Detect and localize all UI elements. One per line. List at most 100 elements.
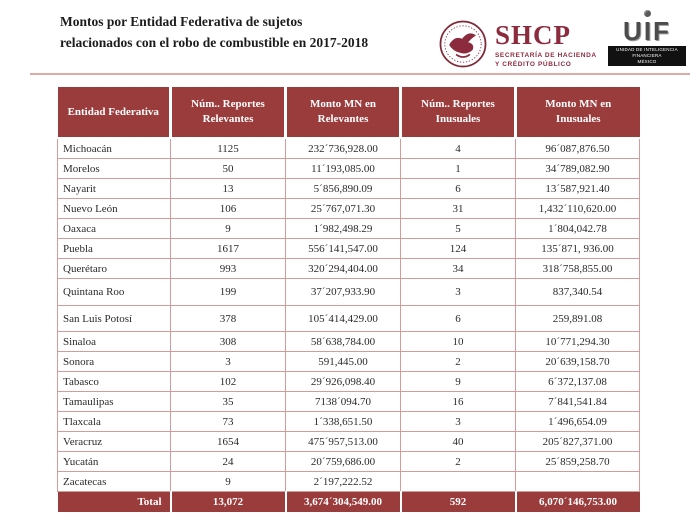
entity-cell: Nayarit: [57, 178, 171, 199]
total-value-cell: 13,072: [170, 491, 287, 512]
value-cell: 37´207,933.90: [285, 278, 401, 306]
table-row: Nayarit 13 5´856,890.09 6 13´587,921.40: [57, 178, 640, 199]
uif-figure-head-icon: [644, 10, 651, 17]
value-cell: 205´827,371.00: [515, 431, 640, 452]
value-cell: 10´771,294.30: [515, 331, 640, 352]
value-cell: 199: [170, 278, 286, 306]
table-row: Tlaxcala 73 1´338,651.50 3 1´496,654.09: [57, 411, 640, 432]
table-header: Entidad Federativa Núm.. Reportes Relevan…: [57, 87, 640, 139]
value-cell: 58´638,784.00: [285, 331, 401, 352]
column-header: Entidad Federativa: [57, 87, 172, 139]
table-row: Querétaro 993 320´294,404.00 34 318´758,855.…: [57, 258, 640, 279]
value-cell: 378: [170, 305, 286, 332]
column-header: Núm.. Reportes Relevantes: [170, 87, 287, 139]
value-cell: 3: [400, 411, 516, 432]
entity-cell: Veracruz: [57, 431, 171, 452]
value-cell: 993: [170, 258, 286, 279]
column-header: Monto MN en Inusuales: [515, 87, 640, 139]
value-cell: 13: [170, 178, 286, 199]
value-cell: 320´294,404.00: [285, 258, 401, 279]
table-row: Morelos 50 11´193,085.00 1 34´789,082.90: [57, 158, 640, 179]
value-cell: 16: [400, 391, 516, 412]
value-cell: 124: [400, 238, 516, 259]
value-cell: 7´841,541.84: [515, 391, 640, 412]
entity-amounts-table: Entidad Federativa Núm.. Reportes Relevan…: [57, 87, 640, 512]
value-cell: 1654: [170, 431, 286, 452]
shcp-wordmark: SHCP SECRETARÍA DE HACIENDA Y CRÉDITO PÚ…: [495, 22, 597, 70]
entity-cell: Nuevo León: [57, 198, 171, 219]
value-cell: 102: [170, 371, 286, 392]
value-cell: [515, 471, 640, 492]
page-title: Montos por Entidad Federativa de sujetos…: [60, 12, 450, 54]
value-cell: 318´758,855.00: [515, 258, 640, 279]
table-row: Veracruz 1654 475´957,513.00 40 205´827,371.…: [57, 431, 640, 452]
entity-cell: Morelos: [57, 158, 171, 179]
value-cell: 5: [400, 218, 516, 239]
value-cell: 6: [400, 178, 516, 199]
value-cell: 1´804,042.78: [515, 218, 640, 239]
horizontal-divider: [30, 73, 690, 75]
total-row: Total 13,072 3,674´304,549.00 592 6,070´146,…: [57, 491, 640, 512]
shcp-logo: SHCP SECRETARÍA DE HACIENDA Y CRÉDITO PÚ…: [437, 16, 602, 72]
shcp-subtitle: SECRETARÍA DE HACIENDA Y CRÉDITO PÚBLICO: [495, 52, 597, 68]
value-cell: 9: [170, 218, 286, 239]
entity-cell: San Luis Potosí: [57, 305, 171, 332]
value-cell: 135´871, 936.00: [515, 238, 640, 259]
value-cell: 11´193,085.00: [285, 158, 401, 179]
column-header: Monto MN en Relevantes: [285, 87, 402, 139]
table-row: Tabasco 102 29´926,098.40 9 6´372,137.08: [57, 371, 640, 392]
column-header: Núm.. Reportes Inusuales: [400, 87, 517, 139]
table-body: Michoacán 1125 232´736,928.00 4 96´087,876.5…: [57, 137, 640, 492]
value-cell: 2´197,222.52: [285, 471, 401, 492]
total-value-cell: 6,070´146,753.00: [515, 491, 640, 512]
value-cell: 35: [170, 391, 286, 412]
value-cell: 6: [400, 305, 516, 332]
table-row: Oaxaca 9 1´982,498.29 5 1´804,042.78: [57, 218, 640, 239]
value-cell: 13´587,921.40: [515, 178, 640, 199]
table-row: Puebla 1617 556´141,547.00 124 135´871, 936.…: [57, 238, 640, 259]
value-cell: 1´982,498.29: [285, 218, 401, 239]
total-value-cell: 592: [400, 491, 517, 512]
value-cell: 1,432´110,620.00: [515, 198, 640, 219]
value-cell: 105´414,429.00: [285, 305, 401, 332]
table-row: Michoacán 1125 232´736,928.00 4 96´087,876.5…: [57, 137, 640, 159]
shcp-acronym: SHCP: [495, 20, 572, 50]
total-label: Total: [57, 491, 172, 512]
entity-cell: Zacatecas: [57, 471, 171, 492]
total-value-cell: 3,674´304,549.00: [285, 491, 402, 512]
value-cell: 10: [400, 331, 516, 352]
value-cell: 232´736,928.00: [285, 137, 401, 159]
value-cell: 3: [170, 351, 286, 372]
table-row: Quintana Roo 199 37´207,933.90 3 837,340.54: [57, 278, 640, 306]
mexican-eagle-seal-icon: [439, 20, 487, 68]
table-row: Zacatecas 9 2´197,222.52: [57, 471, 640, 492]
value-cell: 259,891.08: [515, 305, 640, 332]
entity-cell: Tlaxcala: [57, 411, 171, 432]
value-cell: 96´087,876.50: [515, 137, 640, 159]
uif-caption-bar: UNIDAD DE INTELIGENCIA FINANCIERA MÉXICO: [608, 46, 686, 66]
value-cell: 1125: [170, 137, 286, 159]
value-cell: 25´767,071.30: [285, 198, 401, 219]
title-line-2: relacionados con el robo de combustible …: [60, 34, 369, 50]
entity-cell: Oaxaca: [57, 218, 171, 239]
value-cell: 24: [170, 451, 286, 472]
title-line-1: Montos por Entidad Federativa de sujetos: [60, 14, 303, 29]
uif-acronym: UIF: [608, 10, 686, 44]
value-cell: 20´639,158.70: [515, 351, 640, 372]
value-cell: 1: [400, 158, 516, 179]
value-cell: 4: [400, 137, 516, 159]
entity-cell: Michoacán: [57, 137, 171, 159]
value-cell: 556´141,547.00: [285, 238, 401, 259]
entity-cell: Puebla: [57, 238, 171, 259]
value-cell: 1´496,654.09: [515, 411, 640, 432]
entity-cell: Quintana Roo: [57, 278, 171, 306]
entity-cell: Querétaro: [57, 258, 171, 279]
table-row: San Luis Potosí 378 105´414,429.00 6 259,891…: [57, 305, 640, 332]
value-cell: 34: [400, 258, 516, 279]
value-cell: 29´926,098.40: [285, 371, 401, 392]
table-row: Tamaulipas 35 7138´094.70 16 7´841,541.84: [57, 391, 640, 412]
uif-logo: UIF UNIDAD DE INTELIGENCIA FINANCIERA MÉ…: [608, 10, 686, 72]
entity-cell: Yucatán: [57, 451, 171, 472]
value-cell: 7138´094.70: [285, 391, 401, 412]
value-cell: 6´372,137.08: [515, 371, 640, 392]
